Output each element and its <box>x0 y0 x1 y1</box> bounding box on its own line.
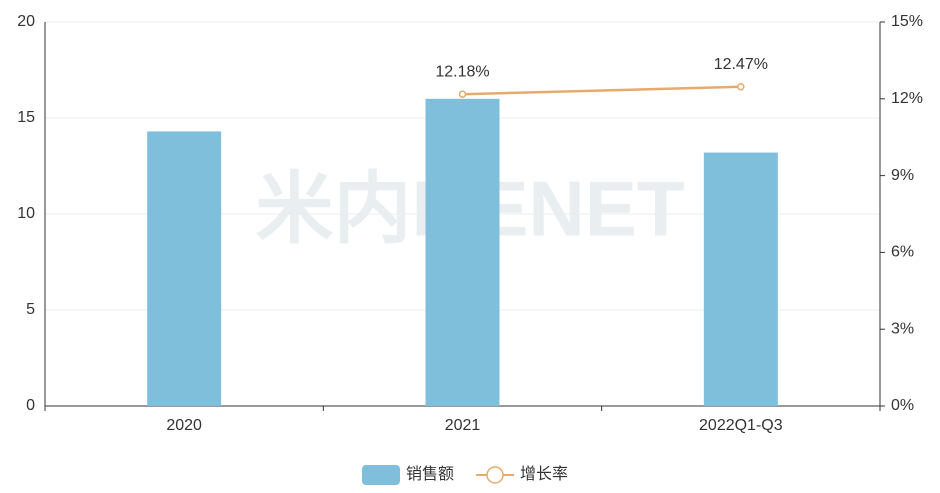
x-tick-label: 2020 <box>166 417 202 434</box>
y2-tick-label: 15% <box>891 13 923 30</box>
legend-label: 增长率 <box>520 465 568 483</box>
legend-swatch <box>486 466 504 484</box>
value-label: 12.18% <box>435 63 489 80</box>
y2-tick-label: 6% <box>891 244 914 261</box>
y2-tick-label: 3% <box>891 320 914 337</box>
y-tick-label: 0 <box>26 397 35 414</box>
bar <box>147 131 222 406</box>
value-label: 12.47% <box>714 56 768 73</box>
bar <box>703 152 778 406</box>
x-tick-label: 2021 <box>445 417 481 434</box>
y-tick-label: 10 <box>17 205 35 222</box>
y2-tick-label: 9% <box>891 167 914 184</box>
y2-tick-label: 12% <box>891 90 923 107</box>
y-tick-label: 5 <box>26 301 35 318</box>
line <box>462 85 741 96</box>
y-tick-label: 20 <box>17 13 35 30</box>
line-point <box>458 90 467 98</box>
line-point <box>737 83 745 91</box>
legend-label: 销售额 <box>406 465 454 483</box>
y2-tick-label: 0% <box>891 397 914 414</box>
y-tick-label: 15 <box>17 109 35 126</box>
bar <box>425 98 500 407</box>
x-tick-label: 2022Q1-Q3 <box>699 417 783 434</box>
legend-swatch <box>362 465 400 485</box>
